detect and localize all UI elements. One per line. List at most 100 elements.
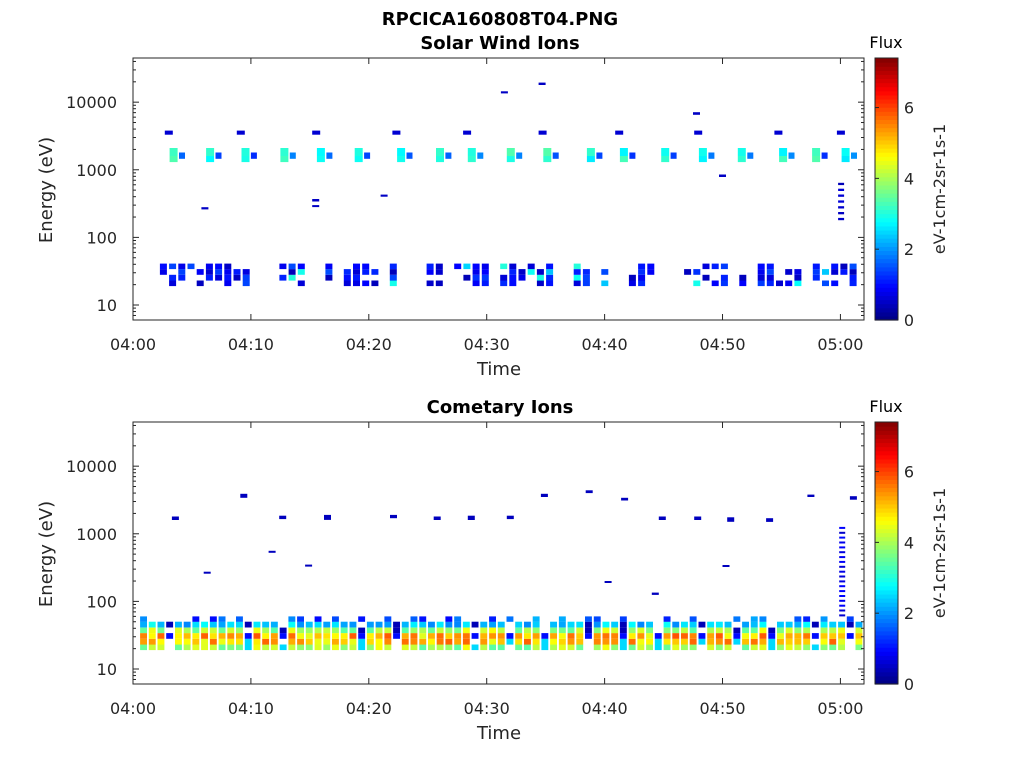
spectrogram-cell xyxy=(169,156,178,163)
spectrogram-cell xyxy=(637,644,645,651)
spectrogram-cell xyxy=(803,627,811,634)
panel-title: Solar Wind Ions xyxy=(420,33,579,54)
spectrogram-cell xyxy=(532,621,540,628)
spectrogram-cell xyxy=(839,575,846,578)
spectrogram-cell xyxy=(724,644,732,651)
spectrogram-cell xyxy=(733,616,741,622)
spectrogram-cell xyxy=(839,565,846,568)
spectrogram-cell xyxy=(472,263,480,270)
spectrogram-cell xyxy=(576,633,584,639)
spectrogram-cell xyxy=(305,638,313,645)
spectrogram-cell xyxy=(838,212,845,215)
y-tick-label: 100 xyxy=(86,592,117,611)
spectrogram-cell xyxy=(720,263,728,270)
spectrogram-cell xyxy=(841,148,850,156)
spectrogram-cell xyxy=(849,269,857,275)
spectrogram-cell xyxy=(209,644,217,651)
spectrogram-cell xyxy=(366,633,374,639)
spectrogram-cell xyxy=(325,269,333,275)
colorbar-swatch xyxy=(875,426,898,431)
spectrogram-cell xyxy=(637,638,645,645)
spectrogram-cell xyxy=(532,644,540,651)
spectrogram-cell xyxy=(702,274,710,281)
spectrogram-cell xyxy=(681,621,688,628)
spectrogram-cell xyxy=(829,627,837,634)
spectrogram-cell xyxy=(297,627,304,634)
spectrogram-cell xyxy=(672,633,680,639)
spectrogram-cell xyxy=(203,571,211,574)
spectrogram-cell xyxy=(532,638,540,645)
plot-frame xyxy=(132,57,865,321)
spectrogram-cells xyxy=(140,490,863,651)
colorbar-swatch xyxy=(875,74,898,80)
spectrogram-cell xyxy=(157,627,165,634)
x-tick-label: 04:00 xyxy=(110,699,156,718)
spectrogram-cell xyxy=(297,644,304,651)
spectrogram-cell xyxy=(316,148,325,156)
spectrogram-cell xyxy=(435,263,443,270)
spectrogram-cell xyxy=(719,174,726,177)
spectrogram-cell xyxy=(183,633,191,639)
colorbar-swatch xyxy=(875,577,898,583)
spectrogram-cell xyxy=(148,644,156,651)
spectrogram-cell xyxy=(779,156,788,163)
colorbar-swatch xyxy=(875,638,898,644)
colorbar: 0 2 4 6 Flux eV-1cm-2sr-1s-1 xyxy=(869,33,949,330)
spectrogram-cell xyxy=(689,616,697,622)
spectrogram-cell xyxy=(558,644,566,651)
colorbar-swatch xyxy=(875,516,898,521)
spectrogram-cell xyxy=(596,152,603,159)
spectrogram-cell xyxy=(573,280,581,287)
colorbar-swatch xyxy=(875,557,898,562)
spectrogram-cell xyxy=(500,280,508,287)
spectrogram-cell xyxy=(821,152,828,159)
spectrogram-cell xyxy=(698,621,706,628)
spectrogram-cell xyxy=(611,621,619,628)
spectrogram-cell xyxy=(820,627,828,634)
spectrogram-cell xyxy=(500,263,508,270)
spectrogram-cell xyxy=(724,638,732,645)
spectrogram-cell xyxy=(401,638,409,645)
spectrogram-cell xyxy=(567,638,575,645)
spectrogram-cell xyxy=(707,633,715,639)
spectrogram-cell xyxy=(445,627,453,634)
x-tick-label: 04:20 xyxy=(346,335,392,354)
spectrogram-cell xyxy=(175,627,182,634)
spectrogram-cell xyxy=(661,156,670,163)
spectrogram-cell xyxy=(233,269,241,275)
spectrogram-cell xyxy=(279,644,287,651)
colorbar-swatch xyxy=(875,503,898,509)
spectrogram-cell xyxy=(794,274,802,281)
spectrogram-cell xyxy=(637,633,645,639)
spectrogram-cell xyxy=(242,280,250,287)
y-axis-label: Energy (eV) xyxy=(36,137,57,243)
colorbar-swatch xyxy=(875,430,898,435)
colorbar-swatch xyxy=(875,565,898,570)
colorbar-swatch xyxy=(875,524,898,530)
colorbar-swatch xyxy=(875,454,898,460)
spectrogram-cell xyxy=(811,621,819,628)
spectrogram-cell xyxy=(619,644,627,651)
colorbar-tick-label: 4 xyxy=(904,533,914,552)
spectrogram-cell xyxy=(323,627,331,634)
spectrogram-cell xyxy=(140,627,147,634)
colorbar-swatch xyxy=(875,127,898,133)
spectrogram-cell xyxy=(410,644,418,651)
spectrogram-cell xyxy=(593,644,601,651)
spectrogram-cell xyxy=(839,536,846,539)
spectrogram-cell xyxy=(159,263,167,270)
colorbar-swatch xyxy=(875,569,898,575)
spectrogram-cell xyxy=(576,627,584,634)
spectrogram-cell xyxy=(358,627,366,634)
spectrogram-cell xyxy=(602,621,610,628)
spectrogram-cell xyxy=(358,616,366,622)
spectrogram-cell xyxy=(297,263,305,270)
spectrogram-cell xyxy=(672,638,680,645)
spectrogram-cell xyxy=(768,633,776,639)
colorbar-swatch xyxy=(875,520,898,525)
spectrogram-cell xyxy=(471,621,479,628)
spectrogram-cell xyxy=(477,152,484,159)
spectrogram-cell xyxy=(241,156,250,163)
spectrogram-cell xyxy=(436,644,444,651)
spectrogram-cell xyxy=(742,627,749,634)
